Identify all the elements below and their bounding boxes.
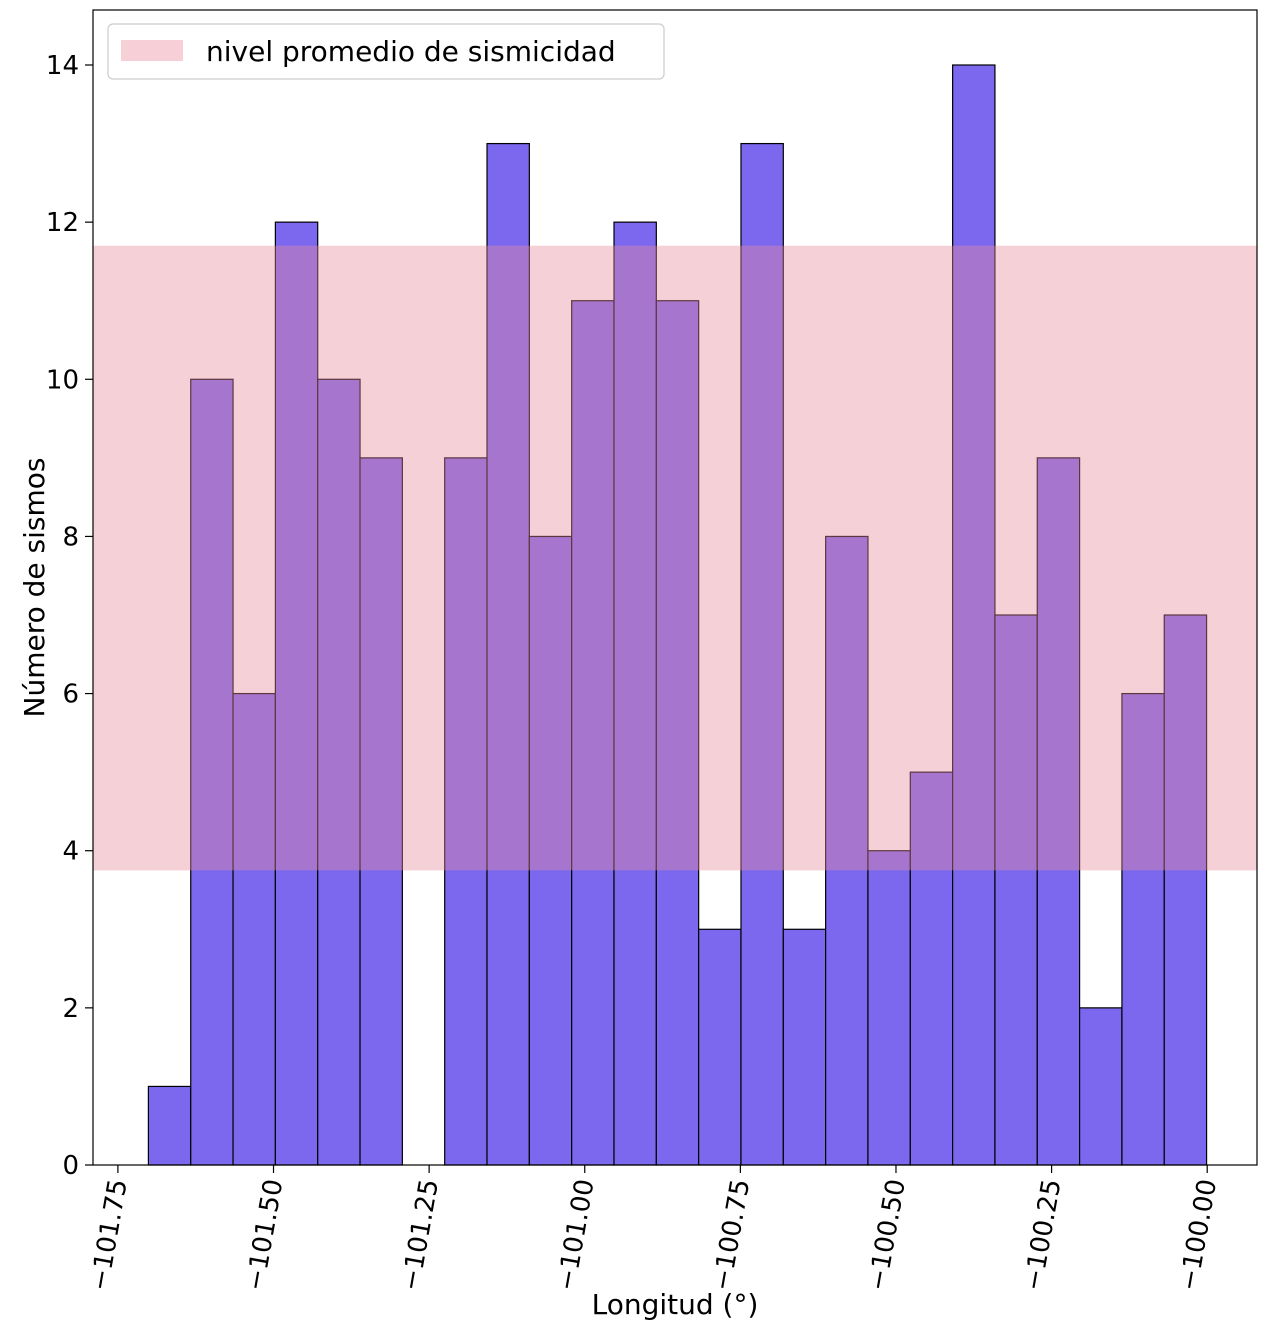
histogram-bar: [232, 692, 276, 1166]
histogram-bar: [1036, 457, 1081, 1166]
y-tick-label: 4: [62, 837, 79, 867]
histogram-bar: [1163, 614, 1208, 1166]
x-tick-label: −100.25: [1018, 1177, 1067, 1293]
x-axis: −101.75 −101.50 −101.25 −101.00 −100.75 −100.…: [85, 1165, 1223, 1293]
histogram-bar: [1121, 692, 1165, 1166]
x-tick-label: −100.50: [863, 1177, 912, 1293]
x-tick-label: −101.25: [396, 1177, 445, 1293]
x-tick-label: −100.75: [707, 1177, 756, 1293]
x-tick-label: −100.00: [1174, 1177, 1223, 1293]
histogram-bar: [486, 142, 530, 1166]
y-tick-label: 10: [46, 365, 79, 395]
histogram-bar: [655, 300, 700, 1166]
histogram-bar: [274, 221, 319, 1166]
y-tick-label: 8: [62, 522, 79, 552]
y-axis-label: Número de sismos: [18, 458, 51, 718]
histogram-bar: [867, 850, 911, 1166]
histogram-bar: [571, 300, 615, 1166]
average-seismicity-band: [93, 245, 1257, 871]
histogram-bar: [359, 457, 403, 1166]
band-layer: [93, 245, 1257, 871]
legend: nivel promedio de sismicidad: [107, 23, 665, 80]
histogram-bar: [740, 142, 784, 1166]
x-tick-label: −101.50: [240, 1177, 289, 1293]
histogram-bar: [190, 378, 234, 1166]
y-tick-label: 14: [46, 51, 79, 81]
y-tick-label: 0: [62, 1151, 79, 1181]
x-axis-label: Longitud (°): [592, 1288, 759, 1321]
histogram-bar: [1078, 1007, 1123, 1166]
y-tick-label: 2: [62, 994, 79, 1024]
x-tick-label: −101.00: [552, 1177, 601, 1293]
histogram-bar: [782, 928, 827, 1166]
legend-box: [107, 23, 665, 80]
histogram-bar: [909, 771, 954, 1166]
legend-swatch-band: [121, 40, 183, 61]
plot-frame: [92, 9, 1258, 1166]
histogram-bar: [147, 1085, 192, 1166]
histogram-bar: [952, 64, 996, 1166]
y-axis: 0 2 4 6 8 10 12 14: [46, 51, 93, 1181]
histogram-bar: [825, 535, 869, 1166]
histogram-bar: [698, 928, 742, 1166]
y-tick-label: 6: [62, 680, 79, 710]
y-tick-label: 12: [46, 208, 79, 238]
histogram-bar: [994, 614, 1038, 1166]
legend-label-band: nivel promedio de sismicidad: [206, 35, 616, 68]
bars-layer: [147, 64, 1208, 1166]
x-tick-label: −101.75: [85, 1177, 134, 1293]
